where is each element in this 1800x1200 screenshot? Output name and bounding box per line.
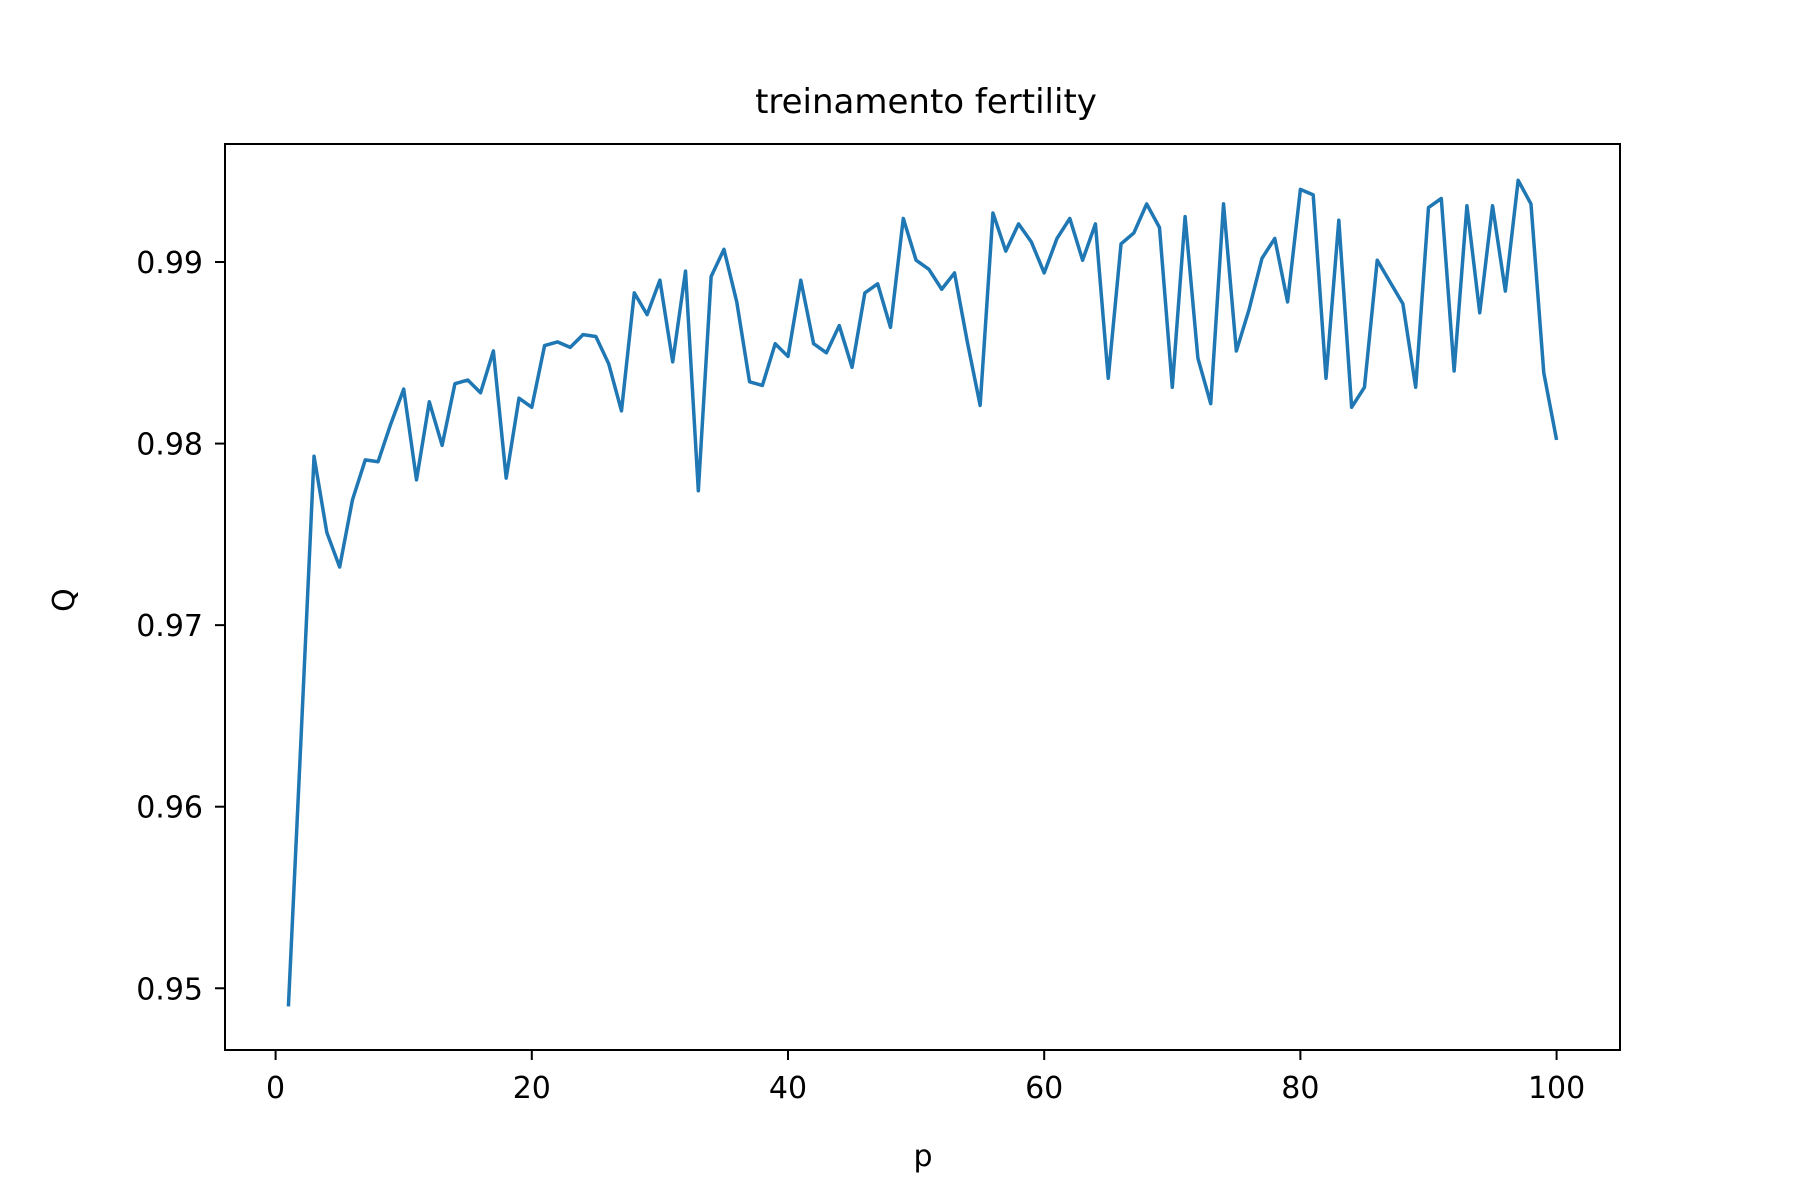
x-axis: 0 20 40 60 80 100 — [266, 1050, 1585, 1106]
y-axis: 0.95 0.96 0.97 0.98 0.99 — [136, 246, 225, 1007]
x-tick-label: 80 — [1281, 1071, 1319, 1106]
y-tick-label: 0.95 — [136, 972, 203, 1007]
x-tick-label: 100 — [1528, 1071, 1585, 1106]
y-tick-label: 0.99 — [136, 246, 203, 281]
y-tick-label: 0.97 — [136, 609, 203, 644]
x-axis-label: p — [913, 1139, 932, 1174]
x-tick-label: 60 — [1025, 1071, 1063, 1106]
plot-area — [286, 178, 1559, 1007]
x-tick-label: 40 — [769, 1071, 807, 1106]
chart-title: treinamento fertility — [755, 82, 1097, 122]
plot-frame — [224, 143, 1621, 1051]
series-line-0 — [286, 178, 1559, 1007]
x-tick-label: 20 — [513, 1071, 551, 1106]
y-axis-label: Q — [47, 588, 82, 612]
y-tick-label: 0.96 — [136, 791, 203, 826]
x-tick-label: 0 — [266, 1071, 285, 1106]
y-tick-label: 0.98 — [136, 428, 203, 463]
